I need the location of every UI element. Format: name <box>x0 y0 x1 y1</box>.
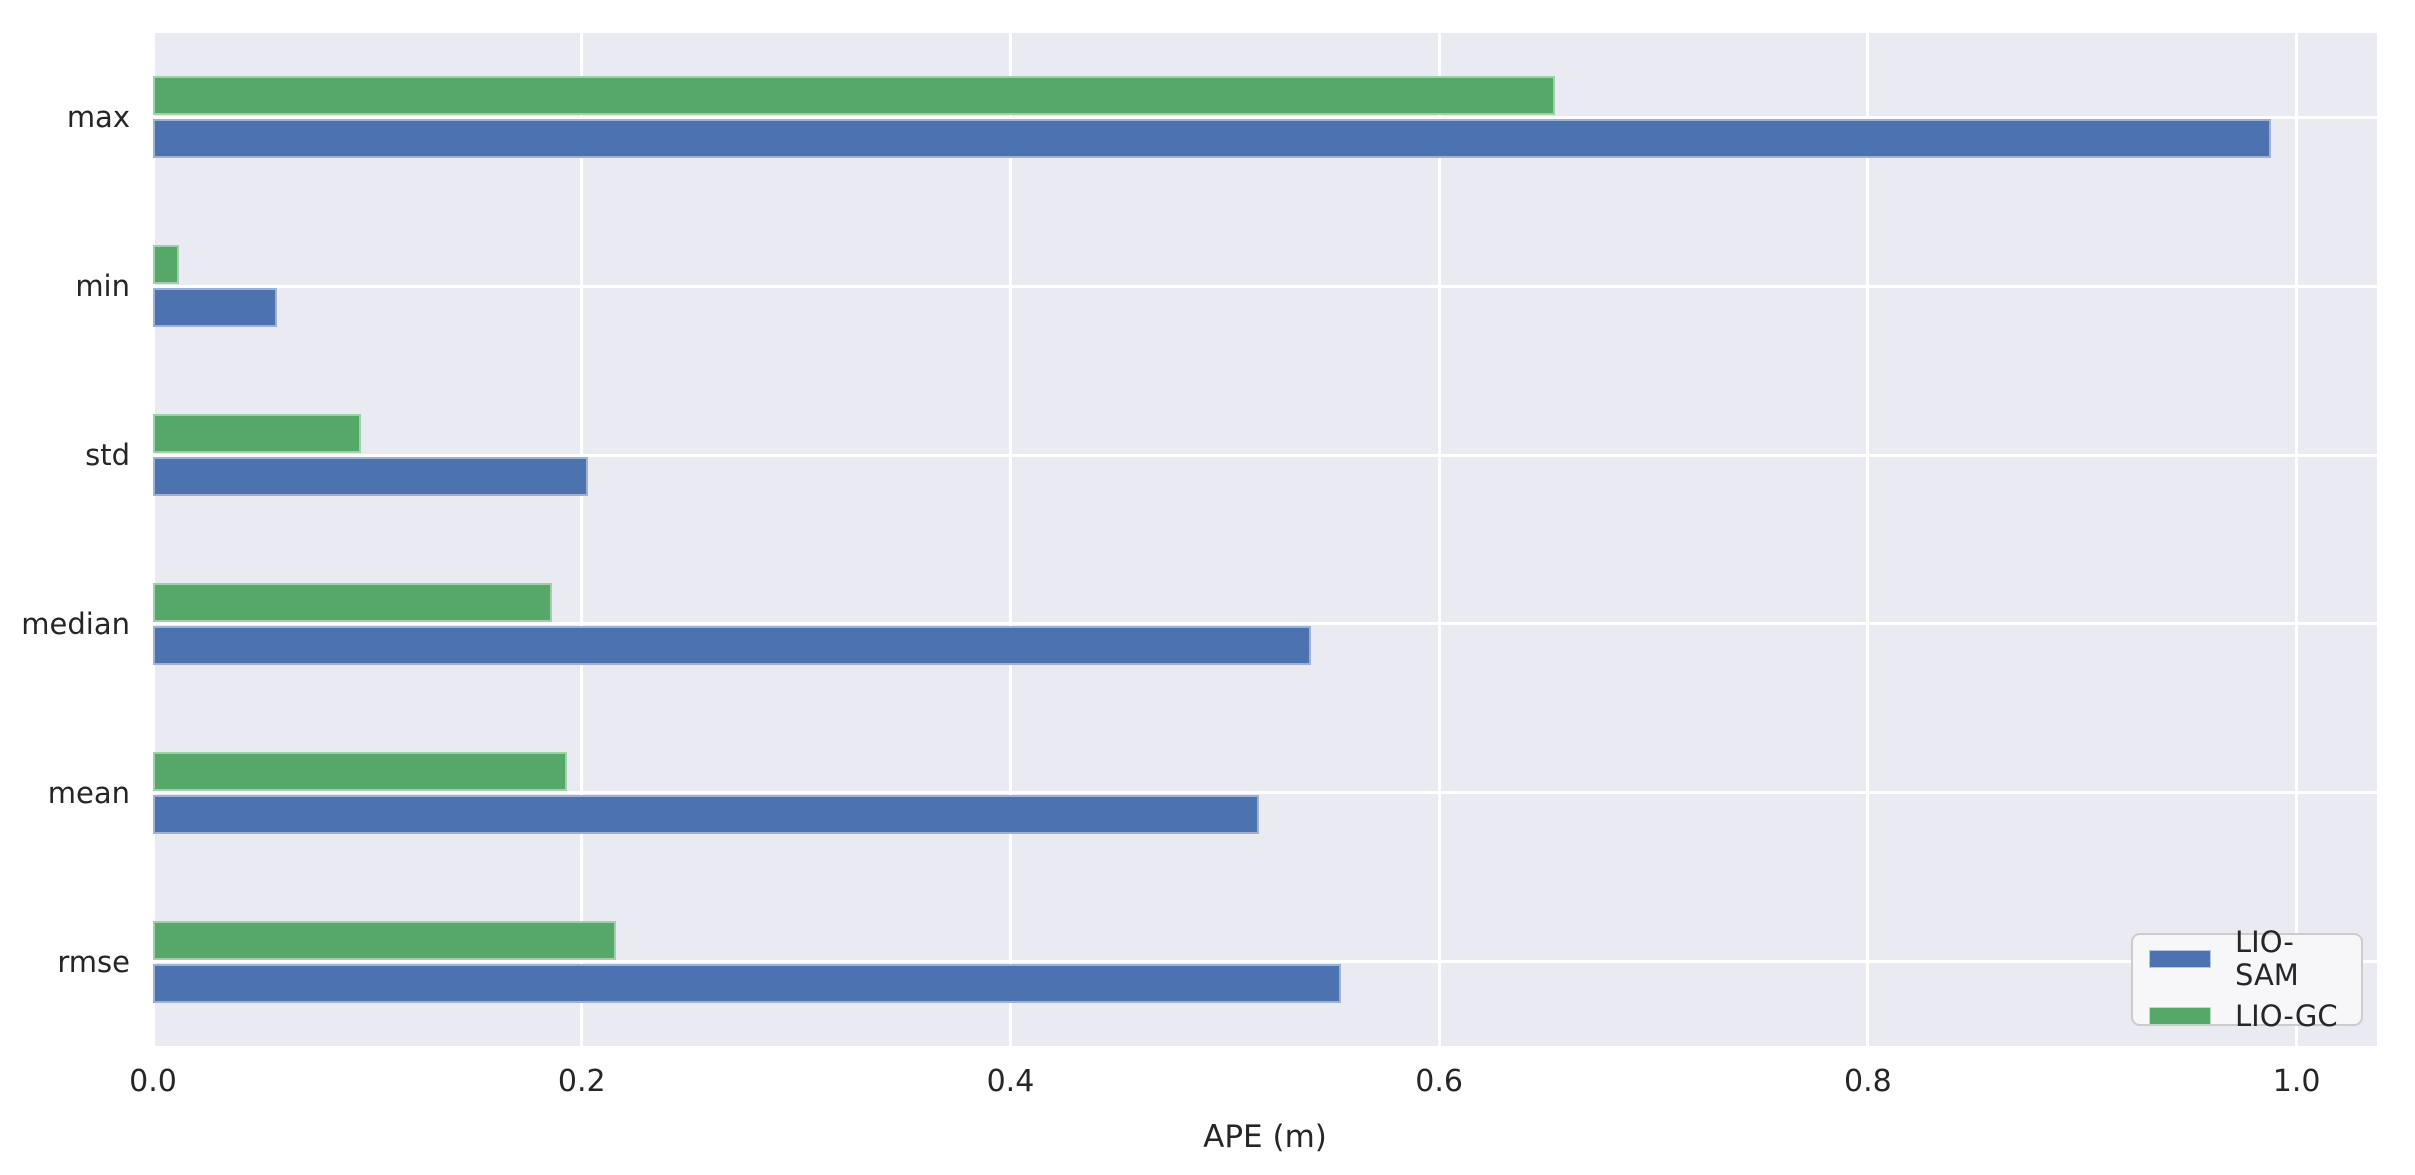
x-tick-label-0-0: 0.0 <box>129 1064 177 1099</box>
y-axis-label-rmse: rmse <box>57 944 130 979</box>
bar-lio-gc-min <box>153 245 179 285</box>
y-axis-label-min: min <box>75 269 130 304</box>
gridline-vertical <box>2295 33 2299 1046</box>
x-tick-label-0-8: 0.8 <box>1844 1064 1892 1099</box>
bar-lio-gc-median <box>153 582 552 622</box>
gridline-horizontal <box>153 115 2377 119</box>
gridline-horizontal <box>153 453 2377 457</box>
bar-lio-sam-std <box>153 457 589 497</box>
gridline-vertical <box>580 33 584 1046</box>
bar-lio-gc-mean <box>153 751 567 791</box>
bar-lio-gc-rmse <box>153 920 617 960</box>
y-axis-label-max: max <box>66 100 130 135</box>
legend-label-lio-sam: LIO-SAM <box>2235 924 2299 993</box>
x-tick-label-0-2: 0.2 <box>557 1064 606 1099</box>
plot-area: LIO-SAM LIO-GC <box>151 33 2377 1046</box>
gridline-horizontal <box>153 960 2377 964</box>
legend-entry-lio-gc: LIO-GC <box>2149 998 2345 1033</box>
bar-lio-sam-min <box>153 288 278 328</box>
gridline-horizontal <box>153 622 2377 626</box>
bar-lio-gc-std <box>153 414 361 454</box>
legend-swatch-lio-gc <box>2149 1007 2211 1026</box>
legend: LIO-SAM LIO-GC <box>2131 925 2363 1033</box>
legend-entry-lio-sam: LIO-SAM <box>2149 924 2345 993</box>
x-axis-title: APE (m) <box>1203 1119 1327 1155</box>
gridline-vertical <box>1008 33 1012 1046</box>
bar-lio-sam-rmse <box>153 963 1341 1003</box>
y-axis-label-mean: mean <box>47 775 130 810</box>
x-tick-label-0-6: 0.6 <box>1415 1064 1464 1099</box>
y-axis-label-median: median <box>21 606 130 641</box>
x-tick-label-0-4: 0.4 <box>986 1064 1035 1099</box>
bar-lio-sam-median <box>153 625 1311 665</box>
bar-lio-sam-mean <box>153 794 1260 834</box>
bar-lio-sam-max <box>153 119 2271 159</box>
gridline-horizontal <box>153 284 2377 288</box>
bar-lio-gc-max <box>153 76 1555 116</box>
gridline-vertical <box>1866 33 1870 1046</box>
y-axis-label-std: std <box>85 438 130 473</box>
x-tick-label-1-0: 1.0 <box>2272 1064 2321 1099</box>
gridline-vertical <box>1437 33 1441 1046</box>
gridline-horizontal <box>153 791 2377 795</box>
gridline-vertical <box>151 33 155 1046</box>
legend-swatch-lio-sam <box>2149 950 2211 969</box>
legend-label-lio-gc: LIO-GC <box>2235 998 2338 1033</box>
